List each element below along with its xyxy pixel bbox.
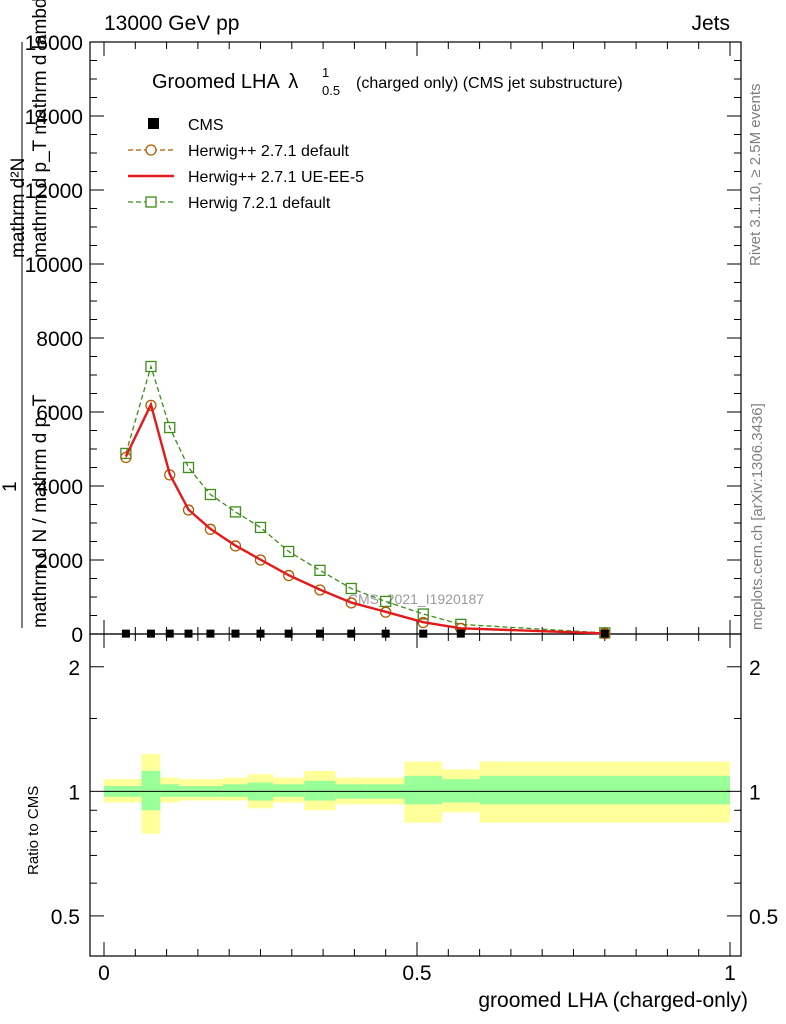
y-tick-label: 14000 bbox=[25, 106, 83, 129]
mcplots-label: mcplots.cern.ch [arXiv:1306.3436] bbox=[749, 403, 766, 630]
cms-data-point bbox=[184, 629, 193, 638]
ratio-band-inner bbox=[273, 784, 305, 797]
ratio-plot-frame bbox=[89, 633, 742, 957]
y-tick-label: 8000 bbox=[36, 328, 83, 351]
cms-data-point bbox=[256, 629, 265, 638]
series-point-herwig-7-2-1-default bbox=[345, 582, 357, 595]
series-point-herwig-7-2-1-default bbox=[283, 545, 295, 558]
series-point-herwig-7-2-1-default bbox=[204, 488, 217, 501]
header-right: Jets bbox=[691, 12, 730, 35]
cms-data-point bbox=[381, 629, 390, 638]
axis-tick-labels: 0 2000 4000 6000 8000 10000 12000 14000 16000 0 0.… bbox=[25, 32, 779, 985]
ratio-band-inner bbox=[479, 775, 730, 805]
cms-data-point bbox=[121, 629, 130, 638]
x-tick-label: 0 bbox=[98, 962, 110, 985]
y-tick-label: 6000 bbox=[36, 402, 83, 425]
series-point-herwig-2-7-1-default bbox=[314, 584, 326, 596]
cms-data-point bbox=[165, 629, 174, 638]
title-suffix: (charged only) (CMS jet substructure) bbox=[356, 75, 623, 92]
y-label-numerator: mathrm d²N bbox=[8, 158, 29, 258]
series-point-herwig-2-7-1-default bbox=[145, 399, 157, 411]
cms-data-point bbox=[315, 629, 324, 638]
y-axis-label-ratio: Ratio to CMS bbox=[25, 786, 42, 875]
title-main: Groomed LHA bbox=[152, 71, 280, 93]
y-tick-label: 4000 bbox=[36, 476, 83, 499]
ratio-tick-label-right: 2 bbox=[749, 657, 761, 680]
cms-data-point bbox=[600, 629, 609, 638]
legend-marker-herwig-2-7-1-default bbox=[145, 144, 157, 156]
legend-marker-cms bbox=[148, 118, 159, 129]
ratio-band-inner bbox=[442, 779, 480, 803]
ratio-band-inner bbox=[160, 784, 180, 797]
ratio-tick-label-right: 0.5 bbox=[749, 906, 778, 929]
legend-label: Herwig++ 2.7.1 UE-EE-5 bbox=[188, 169, 364, 186]
series-point-herwig-7-2-1-default bbox=[254, 521, 267, 534]
legend-label: Herwig++ 2.7.1 default bbox=[188, 143, 350, 160]
ratio-band-inner bbox=[141, 770, 161, 811]
ratio-tick-label-left: 1 bbox=[68, 781, 80, 804]
ratio-tick-label-left: 2 bbox=[68, 657, 80, 680]
data-series bbox=[120, 360, 611, 640]
analysis-watermark: CMS_2021_I1920187 bbox=[348, 591, 484, 607]
y-tick-label: 2000 bbox=[36, 550, 83, 573]
legend: CMS Herwig++ 2.7.1 default Herwig++ 2.7.1 … bbox=[128, 117, 364, 212]
ratio-band-inner bbox=[304, 780, 336, 801]
y-tick-label: 16000 bbox=[25, 32, 83, 55]
x-tick-label: 0.5 bbox=[402, 962, 431, 985]
series-point-herwig-2-7-1-default bbox=[254, 554, 267, 566]
series-point-herwig-7-2-1-default bbox=[314, 564, 326, 577]
series-point-herwig-7-2-1-default bbox=[380, 595, 392, 608]
x-tick-label: 1 bbox=[724, 962, 736, 985]
series-point-herwig-2-7-1-default bbox=[229, 540, 242, 552]
ratio-band-inner bbox=[222, 784, 248, 797]
series-point-herwig-7-2-1-default bbox=[164, 421, 176, 434]
cms-data-point bbox=[347, 629, 356, 638]
legend-label: Herwig 7.2.1 default bbox=[188, 195, 331, 212]
y-axis-label-main: mathrm d²N mathrm d p_T mathrm d lambda … bbox=[0, 0, 51, 628]
series-line-herwig-2-7-1-ue-ee-5 bbox=[124, 401, 605, 635]
series-point-herwig-2-7-1-default bbox=[182, 504, 195, 516]
y-label-prefix: 1 bbox=[0, 481, 21, 492]
y-label-denominator: mathrm d p_T mathrm d lambda bbox=[30, 0, 51, 258]
y-tick-label: 12000 bbox=[25, 180, 83, 203]
y-label-frac-top: mathrm d N / mathrm d p_T bbox=[30, 394, 51, 628]
title-superscript: 1 bbox=[322, 65, 329, 80]
series-point-herwig-2-7-1-default bbox=[120, 451, 132, 464]
series-point-herwig-7-2-1-default bbox=[417, 608, 429, 620]
cms-data-point bbox=[206, 629, 215, 638]
series-point-herwig-7-2-1-default bbox=[229, 506, 242, 518]
plot-title: Groomed LHA λ 1 0.5 (charged only) (CMS … bbox=[152, 65, 623, 98]
cms-data-point bbox=[456, 629, 465, 638]
series-point-herwig-7-2-1-default bbox=[120, 447, 132, 460]
plot-title-text: Groomed LHA λ bbox=[152, 71, 298, 93]
x-axis-label: groomed LHA (charged-only) bbox=[478, 989, 748, 1012]
axis-ticks bbox=[90, 41, 741, 956]
y-tick-label: 0 bbox=[71, 624, 83, 647]
title-symbol: λ bbox=[288, 71, 298, 93]
cms-data-point bbox=[231, 629, 240, 638]
series-point-herwig-7-2-1-default bbox=[145, 360, 157, 373]
series-point-herwig-2-7-1-default bbox=[204, 523, 217, 535]
series-line-herwig-7-2-1-default bbox=[125, 364, 605, 634]
header-left: 13000 GeV pp bbox=[104, 12, 239, 35]
series-point-herwig-2-7-1-default bbox=[283, 569, 295, 582]
legend-marker-herwig-7-2-1-default bbox=[145, 196, 157, 208]
cms-data-point bbox=[146, 629, 155, 638]
y-tick-label: 10000 bbox=[25, 254, 83, 277]
cms-data-point bbox=[284, 629, 293, 638]
ratio-tick-label-left: 0.5 bbox=[51, 906, 80, 929]
title-subscript: 0.5 bbox=[322, 83, 340, 98]
rivet-label: Rivet 3.1.10, ≥ 2.5M events bbox=[747, 84, 764, 267]
cms-data-point bbox=[419, 629, 428, 638]
ratio-band-inner bbox=[404, 775, 443, 805]
series-point-herwig-7-2-1-default bbox=[182, 461, 195, 474]
legend-label: CMS bbox=[188, 117, 224, 134]
ratio-tick-label-right: 1 bbox=[749, 781, 761, 804]
ratio-bands bbox=[104, 754, 730, 834]
